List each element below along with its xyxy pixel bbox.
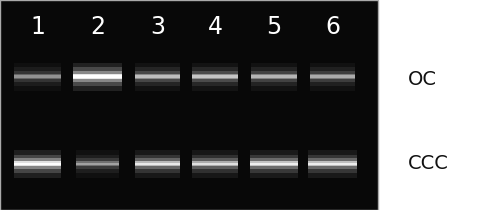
FancyBboxPatch shape: [135, 155, 180, 173]
FancyBboxPatch shape: [310, 75, 355, 78]
FancyBboxPatch shape: [14, 75, 61, 78]
FancyBboxPatch shape: [252, 67, 296, 86]
FancyBboxPatch shape: [14, 155, 61, 173]
FancyBboxPatch shape: [308, 155, 358, 173]
FancyBboxPatch shape: [135, 150, 180, 178]
FancyBboxPatch shape: [135, 74, 180, 79]
FancyBboxPatch shape: [135, 161, 180, 166]
FancyBboxPatch shape: [310, 67, 355, 86]
FancyBboxPatch shape: [250, 150, 298, 178]
FancyBboxPatch shape: [250, 163, 298, 165]
FancyBboxPatch shape: [76, 155, 119, 173]
FancyBboxPatch shape: [14, 150, 61, 178]
FancyBboxPatch shape: [192, 161, 238, 166]
Text: 2: 2: [90, 15, 105, 39]
FancyBboxPatch shape: [250, 158, 298, 169]
FancyBboxPatch shape: [308, 163, 358, 165]
FancyBboxPatch shape: [192, 150, 238, 178]
FancyBboxPatch shape: [14, 67, 61, 86]
FancyBboxPatch shape: [72, 75, 122, 78]
FancyBboxPatch shape: [135, 163, 180, 165]
FancyBboxPatch shape: [308, 150, 358, 178]
FancyBboxPatch shape: [135, 71, 180, 82]
FancyBboxPatch shape: [14, 163, 61, 165]
FancyBboxPatch shape: [72, 71, 122, 82]
FancyBboxPatch shape: [72, 63, 122, 91]
FancyBboxPatch shape: [308, 158, 358, 169]
FancyBboxPatch shape: [310, 71, 355, 82]
FancyBboxPatch shape: [72, 67, 122, 86]
FancyBboxPatch shape: [310, 74, 355, 79]
FancyBboxPatch shape: [192, 67, 238, 86]
Text: 4: 4: [208, 15, 222, 39]
Text: CCC: CCC: [408, 154, 449, 173]
Text: OC: OC: [408, 70, 436, 89]
FancyBboxPatch shape: [72, 74, 122, 79]
Text: 1: 1: [30, 15, 45, 39]
FancyBboxPatch shape: [192, 158, 238, 169]
FancyBboxPatch shape: [135, 67, 180, 86]
FancyBboxPatch shape: [250, 161, 298, 166]
FancyBboxPatch shape: [192, 74, 238, 79]
FancyBboxPatch shape: [192, 75, 238, 78]
FancyBboxPatch shape: [308, 161, 358, 166]
Text: 3: 3: [150, 15, 165, 39]
FancyBboxPatch shape: [14, 158, 61, 169]
Text: 6: 6: [325, 15, 340, 39]
FancyBboxPatch shape: [192, 163, 238, 165]
FancyBboxPatch shape: [14, 74, 61, 79]
Text: 5: 5: [266, 15, 281, 39]
FancyBboxPatch shape: [135, 158, 180, 169]
FancyBboxPatch shape: [252, 71, 296, 82]
FancyBboxPatch shape: [0, 0, 378, 210]
FancyBboxPatch shape: [76, 163, 119, 165]
FancyBboxPatch shape: [135, 75, 180, 78]
FancyBboxPatch shape: [192, 155, 238, 173]
FancyBboxPatch shape: [76, 158, 119, 169]
FancyBboxPatch shape: [252, 74, 296, 79]
FancyBboxPatch shape: [250, 155, 298, 173]
FancyBboxPatch shape: [14, 71, 61, 82]
FancyBboxPatch shape: [14, 161, 61, 166]
FancyBboxPatch shape: [192, 71, 238, 82]
FancyBboxPatch shape: [76, 161, 119, 166]
FancyBboxPatch shape: [252, 75, 296, 78]
